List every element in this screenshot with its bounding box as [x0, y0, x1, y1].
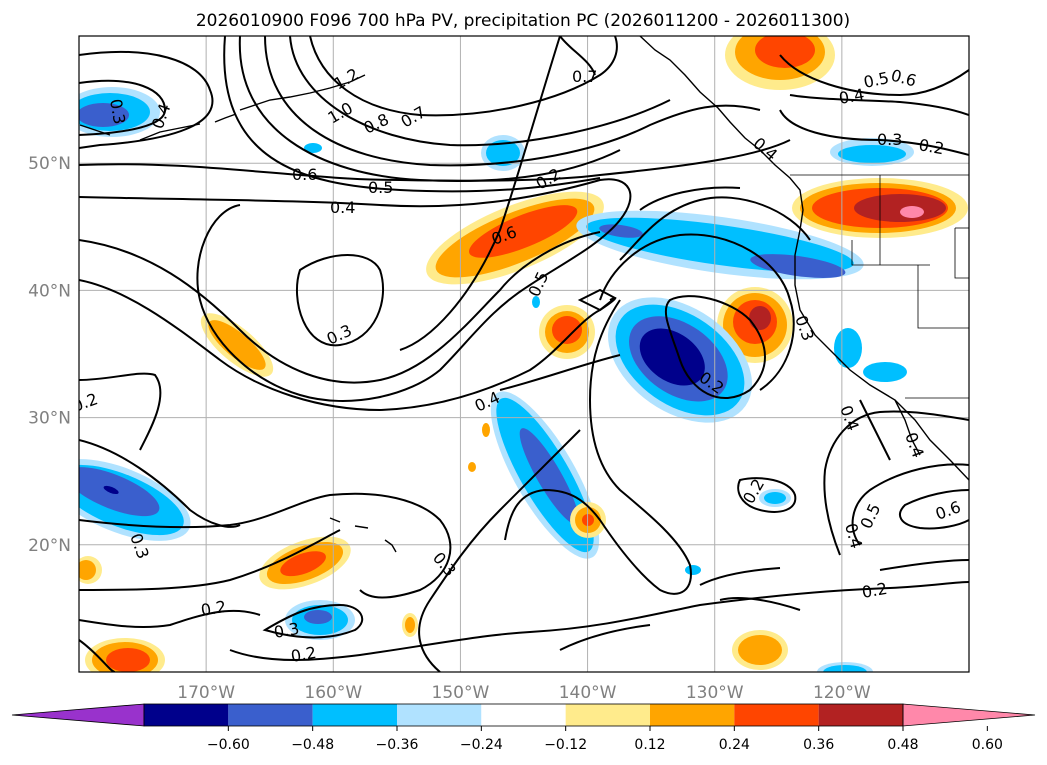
contour-label: 0.3: [791, 313, 818, 343]
colorbar-tick-label: 0.60: [972, 737, 1003, 753]
colorbar-segment: [144, 704, 229, 726]
longitude-tick-label: 120°W: [813, 683, 871, 703]
contour-label: 0.7: [572, 67, 597, 86]
contour-label: 0.5: [368, 178, 393, 197]
longitude-tick-label: 150°W: [432, 683, 490, 703]
colorbar-segment: [481, 704, 566, 726]
country-borders: [790, 174, 969, 399]
longitude-tick-label: 130°W: [686, 683, 744, 703]
map-gridlines: [79, 36, 969, 672]
colorbar-tick-label: −0.36: [376, 737, 419, 753]
contour-label: 0.3: [272, 619, 300, 642]
colorbar-tick-label: −0.60: [207, 737, 250, 753]
colorbar-segment: [818, 704, 903, 726]
latitude-tick-label: 30°N: [28, 409, 71, 429]
contour-label: 0.4: [749, 134, 781, 165]
latitude-tick-label: 50°N: [28, 154, 71, 174]
contour-label: 0.6: [292, 165, 317, 184]
longitude-tick-label: 140°W: [559, 683, 617, 703]
colorbar-segment: [397, 704, 482, 726]
colorbar-frame: [143, 703, 904, 727]
contour-label: 0.5: [862, 68, 891, 92]
contour-label: 0.2: [860, 579, 888, 602]
figure-title: 2026010900 F096 700 hPa PV, precipitatio…: [196, 11, 850, 31]
contour-label: 0.3: [429, 548, 460, 580]
contour-label: 0.6: [933, 497, 963, 524]
colorbar-tick-labels: −0.60 −0.48 −0.36 −0.24 −0.12 0.12 0.24 0.36 0.4…: [207, 726, 1003, 753]
contour-label: 0.3: [877, 130, 902, 149]
contour-label: 0.4: [836, 403, 863, 433]
colorbar-tick-label: 0.36: [803, 737, 834, 753]
longitude-tick-label: 170°W: [177, 683, 235, 703]
colorbar-segment: [312, 704, 397, 726]
colorbar: [11, 703, 1036, 727]
pv-contours: [79, 36, 969, 672]
contour-label: 0.4: [837, 85, 865, 108]
latitude-tick-label: 20°N: [28, 536, 71, 556]
colorbar-segment: [650, 704, 735, 726]
contour-label: 0.2: [199, 597, 227, 620]
latitude-tick-labels: 20°N 30°N 40°N 50°N: [28, 154, 71, 556]
contour-label: 0.2: [70, 389, 100, 416]
precip-shading: [79, 36, 968, 672]
contour-label: 1.2: [331, 64, 363, 93]
colorbar-segment: [228, 704, 313, 726]
plot-frame: [78, 35, 970, 673]
contour-label: 0.2: [533, 164, 565, 193]
colorbar-tick-label: −0.48: [291, 737, 334, 753]
colorbar-tick-label: −0.24: [460, 737, 503, 753]
longitude-tick-labels: 170°W 160°W 150°W 140°W 130°W 120°W: [177, 683, 871, 703]
colorbar-tick-label: 0.12: [634, 737, 665, 753]
contour-label: 0.3: [106, 97, 129, 125]
map-plot-area: 0.7 0.6 0.5 0.4 0.3 1.2 1.0 0.8 0.7 0.6 …: [70, 36, 969, 672]
contour-label: 0.2: [289, 643, 317, 666]
colorbar-tick-label: −0.12: [544, 737, 587, 753]
contour-label: 0.6: [889, 66, 919, 91]
contour-label: 0.2: [917, 135, 945, 158]
contour-label: 0.7: [398, 102, 430, 131]
coastlines: [79, 36, 969, 553]
longitude-tick-label: 160°W: [304, 683, 362, 703]
colorbar-segment: [565, 704, 650, 726]
colorbar-segment: [734, 704, 819, 726]
colorbar-extend-high: [902, 703, 1036, 727]
colorbar-tick-label: 0.48: [887, 737, 918, 753]
contour-label: 0.4: [330, 198, 355, 217]
colorbar-extend-low: [11, 703, 145, 727]
latitude-tick-label: 40°N: [28, 281, 71, 301]
colorbar-tick-label: 0.24: [719, 737, 750, 753]
contour-label: 0.4: [901, 430, 928, 460]
